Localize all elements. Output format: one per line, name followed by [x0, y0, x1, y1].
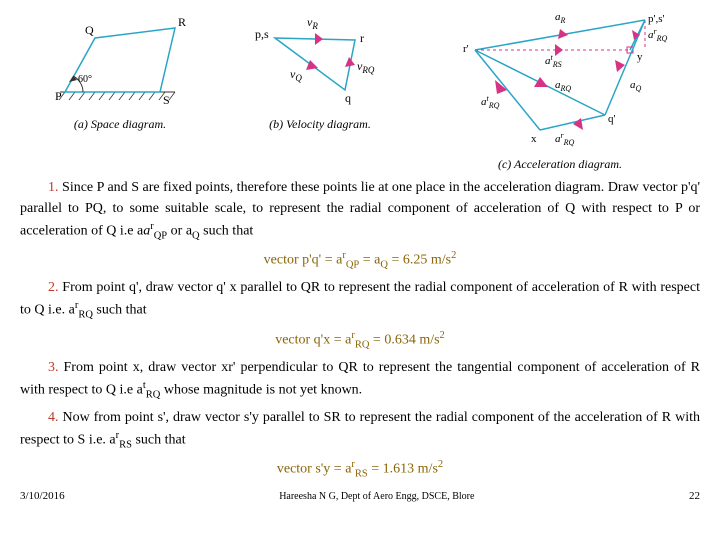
- formula-2: vector q'x = arRQ = 0.634 m/s2: [20, 328, 700, 353]
- space-diagram: P Q R S 60° (a) Space diagram.: [45, 10, 195, 172]
- f4bsup: 2: [438, 459, 443, 470]
- f4asub: RS: [355, 469, 368, 480]
- para-4: 4. Now from point s', draw vector s'y pa…: [20, 407, 700, 453]
- label-vq: vQ: [290, 67, 302, 83]
- caption-c: (c) Acceleration diagram.: [445, 157, 675, 172]
- para-2: 2. From point q', draw vector q' x paral…: [20, 277, 700, 323]
- num-4: 4.: [48, 410, 59, 425]
- p1sub: QP: [154, 230, 167, 241]
- p4d: such that: [132, 433, 186, 448]
- label-cr: r': [463, 43, 469, 55]
- p1dsub: Q: [192, 230, 200, 241]
- label-arrqb: arRQ: [555, 131, 575, 147]
- label-cy: y: [637, 51, 643, 63]
- p2sub: RQ: [78, 310, 93, 321]
- p1e: such that: [200, 224, 254, 239]
- para-1: 1. Since P and S are fixed points, there…: [20, 177, 700, 244]
- num-2: 2.: [48, 280, 59, 295]
- f1csup: 2: [451, 250, 456, 261]
- label-aR: aR: [555, 11, 566, 25]
- footer: 3/10/2016 Hareesha N G, Dept of Aero Eng…: [20, 490, 700, 502]
- footer-center: Hareesha N G, Dept of Aero Engg, DSCE, B…: [65, 491, 689, 502]
- f2b: = 0.634 m/s: [369, 332, 439, 347]
- label-cq: q': [608, 113, 616, 125]
- f4a: vector s'y = a: [277, 462, 352, 477]
- acceleration-diagram: aR p',s' arRQ r' y atRS aRQ aQ atRQ q' x…: [445, 10, 675, 172]
- f1a: vector p'q' = a: [264, 253, 343, 268]
- label-S: S: [163, 93, 170, 107]
- p3sub: RQ: [146, 389, 161, 400]
- caption-b: (b) Velocity diagram.: [245, 117, 395, 132]
- label-angle: 60°: [78, 74, 92, 85]
- caption-a: (a) Space diagram.: [45, 117, 195, 132]
- label-q: q: [345, 91, 351, 105]
- label-cps: p',s': [648, 13, 665, 25]
- f2bsup: 2: [440, 330, 445, 341]
- f1asub: QP: [346, 260, 359, 271]
- label-atrs: atRS: [545, 53, 562, 69]
- label-arRQ: arRQ: [648, 27, 668, 43]
- space-diagram-svg: P Q R S 60°: [45, 10, 195, 110]
- label-aQ: aQ: [630, 79, 642, 93]
- label-aRQ: aRQ: [555, 79, 571, 93]
- label-vrq: vRQ: [357, 59, 375, 75]
- label-ps: p,s: [255, 27, 269, 41]
- p1d: or a: [167, 224, 192, 239]
- label-r: r: [360, 31, 364, 45]
- p3d: whose magnitude is not yet known.: [160, 382, 362, 397]
- f1b: = a: [359, 253, 380, 268]
- f2a: vector q'x = a: [275, 332, 351, 347]
- p4sub: RS: [119, 439, 132, 450]
- label-vr: vR: [307, 15, 318, 31]
- footer-date: 3/10/2016: [20, 490, 65, 502]
- footer-page: 22: [689, 490, 700, 502]
- diagrams-row: P Q R S 60° (a) Space diagram. p,s vR r …: [20, 10, 700, 172]
- f2asub: RQ: [355, 339, 370, 350]
- formula-1: vector p'q' = arQP = aQ = 6.25 m/s2: [20, 248, 700, 273]
- para-3: 3. From point x, draw vector xr' perpend…: [20, 357, 700, 403]
- label-cx: x: [531, 133, 537, 145]
- f1bsub: Q: [380, 260, 388, 271]
- num-1: 1.: [48, 180, 59, 195]
- label-R: R: [178, 15, 186, 29]
- f4b: = 1.613 m/s: [368, 462, 438, 477]
- p2d: such that: [93, 303, 147, 318]
- num-3: 3.: [48, 360, 59, 375]
- label-Q: Q: [85, 23, 94, 37]
- velocity-diagram-svg: p,s vR r vRQ vQ q: [245, 10, 395, 110]
- label-atrqp: atRQ: [481, 94, 500, 110]
- body-text: 1. Since P and S are fixed points, there…: [20, 177, 700, 482]
- f1c: = 6.25 m/s: [388, 253, 451, 268]
- velocity-diagram: p,s vR r vRQ vQ q (b) Velocity diagram.: [245, 10, 395, 172]
- acceleration-diagram-svg: aR p',s' arRQ r' y atRS aRQ aQ atRQ q' x…: [445, 10, 675, 150]
- p1-text: Since P and S are fixed points, therefor…: [20, 180, 700, 239]
- label-P: P: [55, 89, 62, 103]
- formula-4: vector s'y = arRS = 1.613 m/s2: [20, 457, 700, 482]
